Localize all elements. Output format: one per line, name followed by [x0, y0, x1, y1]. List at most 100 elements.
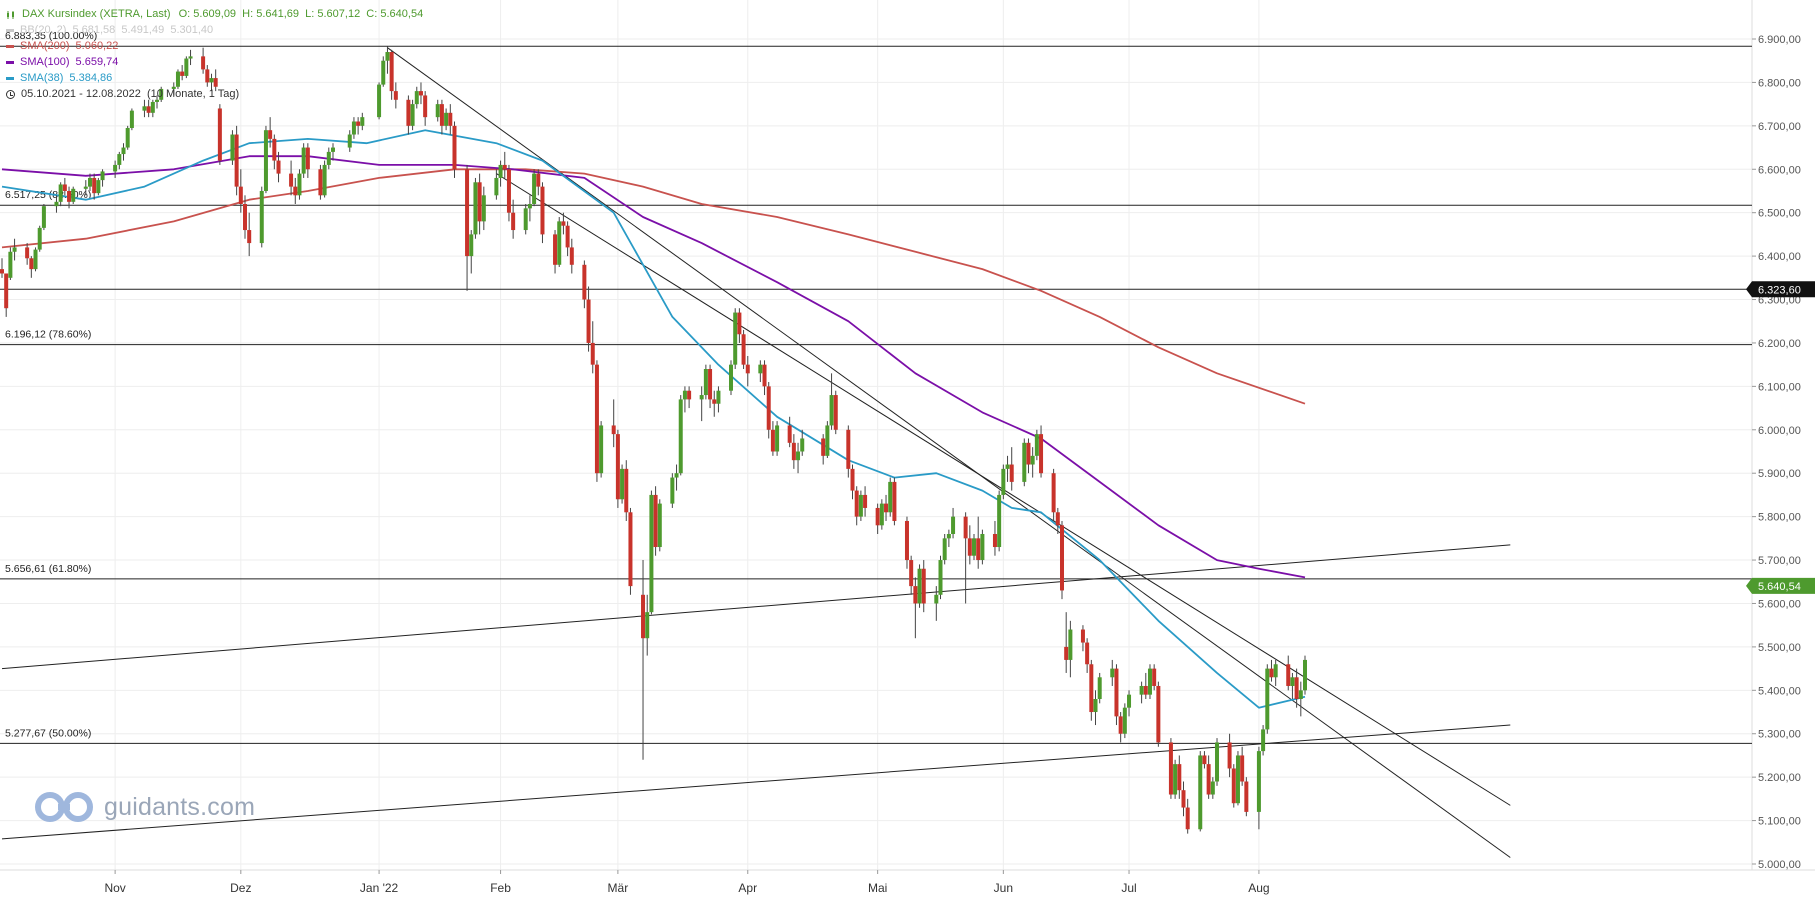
candle-body: [699, 395, 704, 400]
candle-body: [356, 121, 361, 126]
candle-body: [741, 334, 746, 365]
candle-body: [1085, 642, 1090, 665]
candle-body: [590, 342, 595, 365]
sma200-line: [1, 168, 1306, 405]
candle-body: [217, 108, 222, 161]
candle-body: [670, 477, 675, 504]
candle-body: [888, 481, 893, 513]
candle-body: [536, 173, 541, 187]
candle-body: [87, 177, 92, 187]
candle-body: [506, 169, 511, 213]
candle-body: [234, 134, 239, 187]
candle-body: [209, 78, 214, 83]
candle-body: [1005, 464, 1010, 469]
candle-body: [1156, 685, 1161, 743]
candle-body: [171, 86, 176, 89]
chart-icon: [6, 9, 16, 19]
candle-body: [1303, 659, 1307, 691]
y-tick-label: 6.200,00: [1758, 338, 1801, 350]
candle-body: [351, 121, 356, 135]
candle-body: [825, 425, 830, 456]
candle-body: [389, 52, 394, 92]
candle-body: [1093, 699, 1098, 713]
candle-body: [1168, 742, 1173, 795]
candle-body: [909, 560, 914, 587]
y-tick-label: 5.700,00: [1758, 555, 1801, 567]
x-tick-label: Feb: [490, 881, 511, 895]
y-tick-label: 6.000,00: [1758, 425, 1801, 437]
legend-swatch: [6, 28, 14, 32]
candle-body: [511, 212, 516, 231]
candle-body: [289, 173, 294, 187]
candle-body: [129, 110, 134, 129]
candle-body: [729, 364, 734, 391]
legend-value: 5.384,86: [69, 72, 113, 84]
candle-body: [444, 112, 449, 126]
candle-body: [611, 425, 616, 435]
candle-body: [33, 249, 38, 270]
candle-body: [71, 188, 76, 202]
price-tag: 6.323,60: [1746, 281, 1815, 298]
candle-body: [1068, 629, 1073, 660]
y-tick-label: 5.400,00: [1758, 685, 1801, 697]
candle-body: [846, 429, 851, 469]
candle-body: [628, 512, 633, 587]
y-tick-label: 6.500,00: [1758, 208, 1801, 220]
y-tick-label: 5.600,00: [1758, 598, 1801, 610]
candle-body: [858, 494, 863, 517]
candle-body: [904, 520, 909, 561]
candle-body: [653, 494, 658, 548]
candle-body: [615, 434, 620, 500]
candle-body: [594, 364, 599, 474]
candle-body: [175, 71, 180, 87]
candle-body: [875, 507, 880, 526]
x-tick-label: Dez: [230, 881, 251, 895]
candle-body: [385, 52, 390, 61]
candle-body: [1055, 512, 1060, 526]
y-tick-label: 6.700,00: [1758, 121, 1801, 133]
legend-item[interactable]: SMA(100) 5.659,74: [6, 54, 423, 70]
candle-body: [1080, 629, 1085, 643]
candle-body: [540, 186, 545, 235]
legend-value: 5.060,22: [75, 40, 119, 52]
candle-body: [884, 503, 889, 513]
candle-body: [674, 473, 679, 478]
candle-body: [1185, 807, 1190, 830]
candle-body: [188, 56, 193, 59]
legend-item[interactable]: SMA(200) 5.060,22: [6, 38, 423, 54]
legend-label: SMA(100): [20, 56, 70, 68]
candle-body: [481, 195, 486, 222]
candle-body: [1110, 668, 1115, 678]
candle-body: [41, 206, 46, 228]
legend-item[interactable]: SMA(38) 5.384,86: [6, 70, 423, 86]
candle-body: [272, 138, 277, 161]
candle-body: [448, 112, 453, 126]
guidants-logo: guidants.com: [34, 790, 255, 824]
y-tick-label: 5.300,00: [1758, 729, 1801, 741]
trendline: [1, 544, 1511, 670]
legend-item[interactable]: BB(20, 2) 5.681,58 5.491,49 5.301,40: [6, 22, 423, 38]
candle-body: [938, 560, 943, 595]
candle-body: [967, 538, 972, 556]
candle-body: [791, 442, 796, 461]
trendline: [1, 724, 1511, 840]
candle-body: [582, 264, 587, 300]
candle-body: [58, 184, 63, 202]
candle-body: [381, 60, 386, 85]
candle-body: [477, 182, 482, 222]
candle-body: [561, 221, 566, 226]
fib-level-label: 5.656,61 (61.80%): [5, 563, 91, 575]
x-tick-label: Aug: [1248, 881, 1269, 895]
trendline: [387, 47, 1511, 858]
candle-body: [184, 58, 189, 76]
candle-body: [146, 106, 151, 113]
y-tick-label: 5.200,00: [1758, 772, 1801, 784]
candle-body: [1290, 677, 1295, 686]
candle-body: [1152, 668, 1157, 686]
candle-body: [678, 399, 683, 474]
x-tick-label: Jul: [1121, 881, 1136, 895]
candle-body: [569, 247, 574, 265]
candle-body: [423, 95, 428, 118]
candle-body: [318, 169, 323, 196]
